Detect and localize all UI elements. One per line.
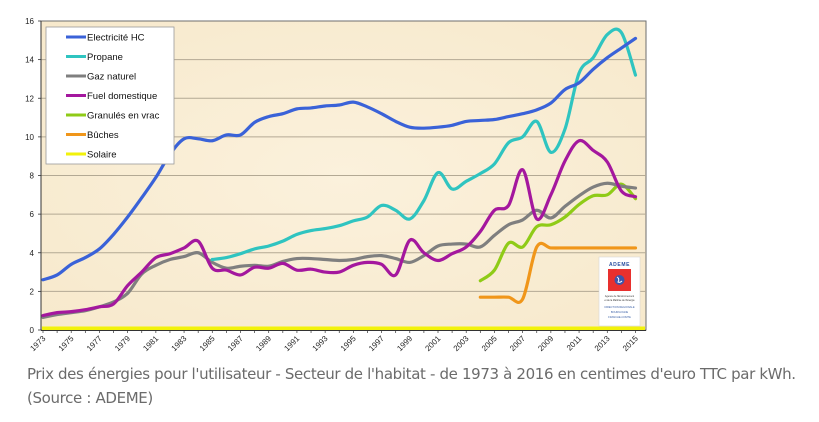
y-tick-label: 10	[25, 133, 34, 142]
x-tick-label: 2009	[536, 334, 555, 353]
legend: Electricité HC Propane Gaz naturel Fuel dom…	[45, 26, 175, 165]
x-tick-label: 1997	[367, 334, 386, 353]
y-axis: 0 2 4 6 8 10 12 14 16	[25, 17, 42, 335]
x-tick-label: 2011	[565, 334, 584, 353]
y-tick-label: 12	[25, 94, 34, 103]
ademe-logo: ADEME Agence de l'Environnement et de la…	[598, 256, 641, 327]
y-tick-label: 6	[30, 210, 35, 219]
x-tick-label: 2013	[593, 334, 612, 353]
x-axis: 1973 1975 1977 1979 1981 1983 1985 1987 1989 1991…	[28, 330, 646, 353]
x-tick-label: 1995	[339, 334, 358, 353]
x-tick-label: 1975	[57, 334, 76, 353]
legend-label-gaz-naturel: Gaz naturel	[87, 71, 136, 82]
legend-label-buches: Bûches	[87, 130, 119, 141]
y-tick-label: 14	[25, 56, 34, 65]
series-line-buches	[478, 241, 638, 304]
y-tick-label: 0	[30, 326, 35, 335]
ademe-logo-name: ADEME	[609, 262, 630, 268]
x-tick-label: 1985	[198, 334, 217, 353]
series-line-electricite-hc	[41, 36, 638, 282]
x-tick-label: 1983	[170, 334, 189, 353]
ademe-logo-line4: BOURGOGNE	[611, 310, 628, 314]
x-tick-label: 1991	[282, 334, 301, 353]
x-tick-label: 1979	[113, 334, 132, 353]
y-tick-label: 4	[30, 249, 35, 258]
x-tick-label: 1993	[311, 334, 330, 353]
y-tick-label: 2	[30, 287, 35, 296]
x-tick-label: 1999	[395, 334, 414, 353]
x-tick-label: 2015	[621, 334, 640, 353]
series-lines	[41, 27, 645, 330]
x-tick-label: 2001	[423, 334, 442, 353]
x-tick-label: 1987	[226, 334, 245, 353]
x-tick-label: 1981	[141, 334, 160, 353]
x-tick-label: 1973	[28, 334, 47, 353]
series-line-fuel-domestique	[41, 138, 638, 318]
figure-caption: Prix des énergies pour l'utilisateur - S…	[27, 365, 796, 407]
legend-label-propane: Propane	[87, 52, 123, 63]
x-tick-label: 2007	[508, 334, 527, 353]
x-tick-label: 2003	[452, 334, 471, 353]
legend-label-electricite-hc: Electricité HC	[87, 32, 145, 43]
series-line-propane	[210, 27, 638, 262]
ademe-logo-line2: et de la Maîtrise de l'Energie	[604, 299, 635, 302]
legend-label-fuel-domestique: Fuel domestique	[87, 91, 157, 102]
ademe-logo-line3: DIRECTION REGIONALE	[604, 305, 634, 309]
ademe-logo-line1: Agence de l'Environnement	[605, 295, 634, 298]
series-line-granules-en-vrac	[478, 182, 638, 283]
x-tick-label: 1989	[254, 334, 273, 353]
legend-label-solaire: Solaire	[87, 149, 117, 160]
ademe-logo-line5: FRANCHE-COMTE	[608, 315, 631, 319]
globe-icon	[614, 275, 625, 285]
legend-label-granules-en-vrac: Granulés en vrac	[87, 110, 160, 121]
y-tick-label: 16	[25, 17, 34, 26]
x-tick-label: 1977	[85, 334, 104, 353]
y-tick-label: 8	[30, 172, 35, 181]
x-tick-label: 2005	[480, 334, 499, 353]
